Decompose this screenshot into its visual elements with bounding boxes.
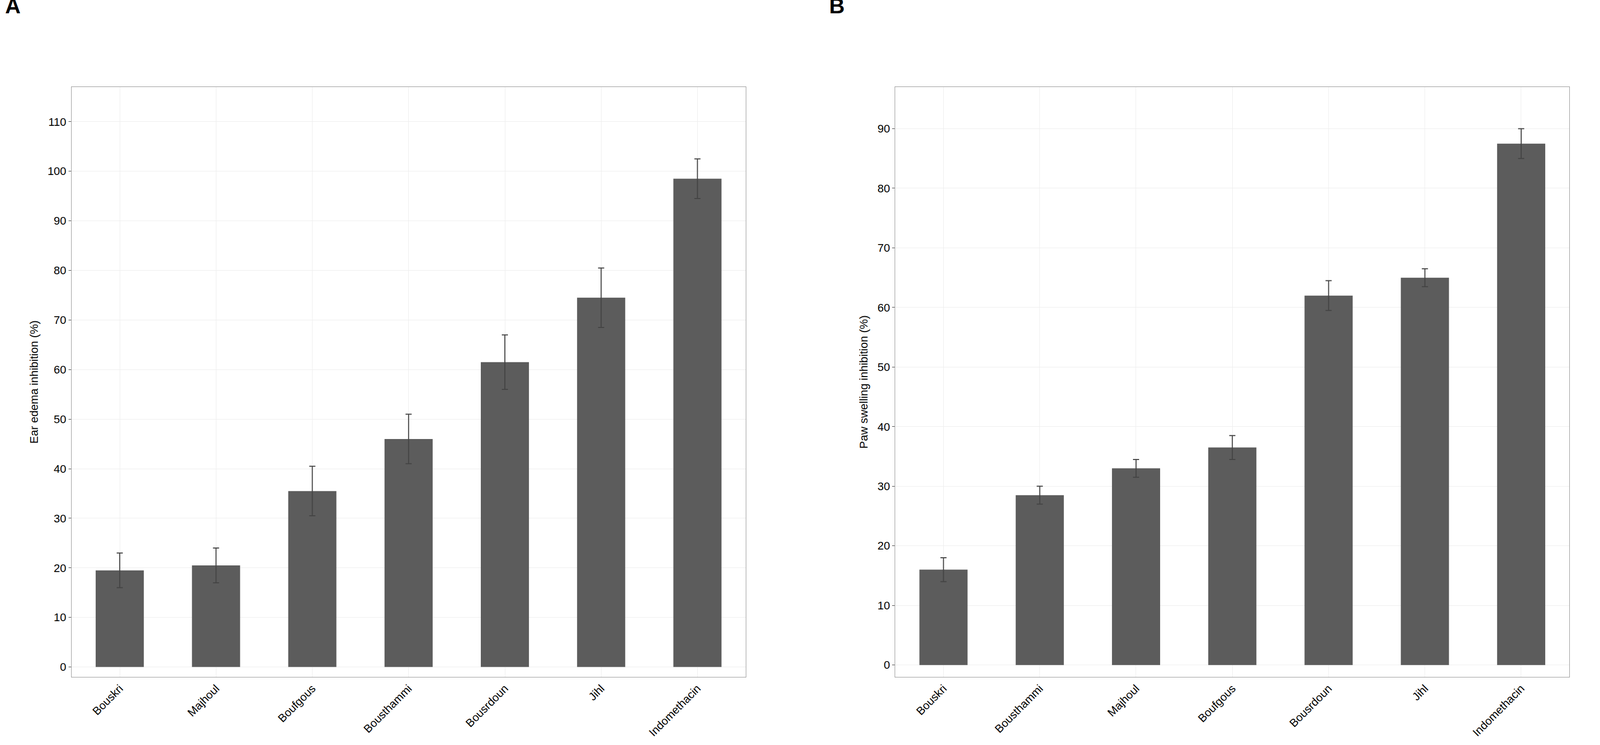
svg-text:50: 50 [53, 412, 66, 426]
svg-text:Boufgous: Boufgous [275, 681, 318, 725]
svg-text:40: 40 [877, 420, 891, 434]
svg-text:Bousrdoun: Bousrdoun [1286, 681, 1335, 730]
svg-text:50: 50 [877, 360, 891, 374]
svg-text:Indomethacin: Indomethacin [1470, 681, 1527, 739]
svg-text:30: 30 [53, 512, 66, 525]
svg-text:60: 60 [877, 301, 891, 315]
svg-text:90: 90 [53, 214, 66, 228]
svg-text:20: 20 [877, 539, 891, 552]
svg-text:80: 80 [877, 182, 891, 195]
svg-text:20: 20 [53, 561, 66, 575]
svg-text:Paw swelling inhibition (%): Paw swelling inhibition (%) [857, 315, 871, 449]
svg-text:110: 110 [48, 115, 67, 129]
svg-text:90: 90 [877, 122, 891, 136]
svg-text:Majhoul: Majhoul [184, 681, 222, 719]
svg-text:Majhoul: Majhoul [1104, 681, 1142, 719]
svg-text:A: A [5, 0, 21, 18]
svg-text:Jihl: Jihl [1409, 681, 1431, 703]
svg-text:Bousthammi: Bousthammi [992, 681, 1046, 736]
svg-text:Indomethacin: Indomethacin [646, 681, 704, 739]
svg-text:10: 10 [877, 598, 891, 612]
svg-text:Bouskri: Bouskri [90, 681, 126, 718]
svg-text:Bousrdoun: Bousrdoun [462, 681, 511, 730]
svg-text:80: 80 [53, 263, 66, 277]
svg-text:40: 40 [53, 462, 66, 476]
svg-text:0: 0 [883, 658, 891, 672]
svg-text:0: 0 [59, 660, 66, 674]
svg-text:70: 70 [53, 313, 66, 327]
svg-text:Jihl: Jihl [586, 681, 608, 703]
svg-text:70: 70 [877, 241, 891, 255]
svg-text:30: 30 [877, 479, 891, 493]
svg-text:Bousthammi: Bousthammi [361, 681, 415, 736]
svg-text:Boufgous: Boufgous [1195, 681, 1238, 725]
svg-text:Ear edema inhibition (%): Ear edema inhibition (%) [27, 320, 41, 444]
svg-text:10: 10 [53, 610, 66, 624]
svg-text:B: B [829, 0, 845, 18]
svg-text:100: 100 [47, 164, 67, 178]
svg-text:Bouskri: Bouskri [913, 681, 950, 718]
svg-text:60: 60 [53, 363, 66, 376]
